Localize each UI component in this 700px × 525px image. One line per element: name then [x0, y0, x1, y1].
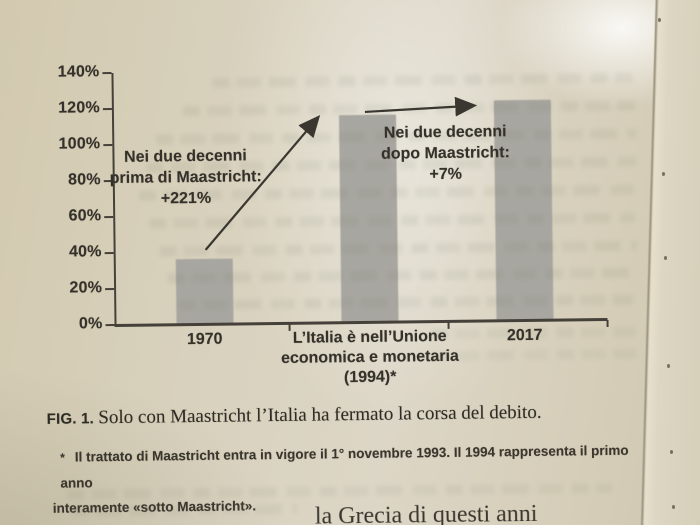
page-speck — [667, 364, 670, 368]
x-category-label: 2017 — [410, 325, 640, 348]
flat-arrow-icon — [364, 96, 478, 117]
annotation-line: dopo Maastricht: — [380, 144, 510, 163]
page-speck — [662, 172, 665, 176]
page-speck — [670, 450, 673, 454]
annotation-line: +221% — [160, 189, 212, 208]
x-category-label-line: (1994)* — [343, 368, 397, 387]
annotation-line: +7% — [429, 165, 463, 184]
page-speck — [658, 18, 661, 22]
page-speck — [672, 505, 675, 509]
annotation-line: prima di Maastricht: — [109, 168, 262, 188]
x-category-label-line: 2017 — [506, 326, 543, 345]
annotation-line: Nei due decenni — [383, 123, 507, 142]
annotation-after-maastricht: Nei due decenni dopo Maastricht: +7% — [355, 121, 536, 186]
x-category-label-line: economica e monetaria — [280, 347, 459, 367]
increase-arrow-icon — [204, 114, 321, 251]
annotation-before-maastricht: Nei due decenni prima di Maastricht: +22… — [85, 145, 286, 210]
page-speck — [664, 256, 667, 260]
annotation-line: Nei due decenni — [124, 147, 247, 166]
